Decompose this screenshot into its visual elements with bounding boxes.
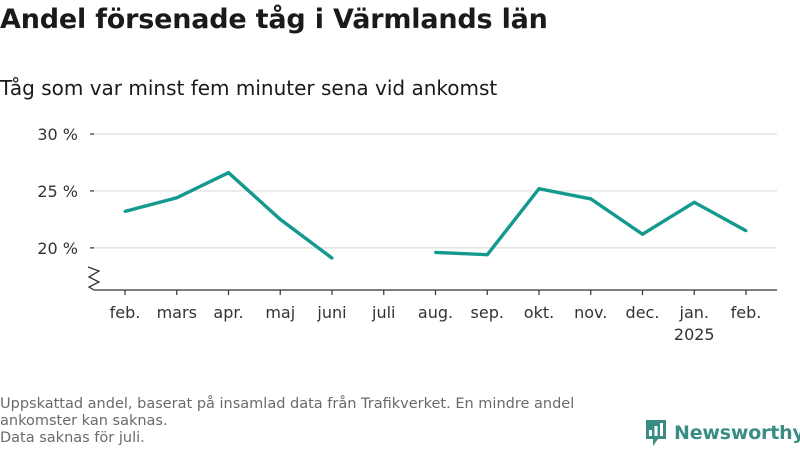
data-point-12 [744, 229, 748, 233]
data-point-1 [175, 196, 179, 200]
x-tick-label-7: sep. [471, 303, 504, 322]
data-point-0 [123, 209, 127, 213]
y-tick-label-25: 25 % [37, 182, 78, 201]
chart-subtitle: Tåg som var minst fem minuter sena vid a… [0, 76, 498, 100]
brand-name: Newsworthy [674, 422, 800, 444]
newsworthy-logo-icon [646, 420, 666, 446]
x-tick-label-6: aug. [418, 303, 453, 322]
gridlines [94, 133, 777, 249]
line-chart: 20 % 25 % 30 % feb. mars apr. maj juni juli aug.… [37, 125, 777, 344]
data-point-11 [692, 200, 696, 204]
y-axis: 20 % 25 % 30 % [37, 125, 101, 291]
data-point-6 [434, 250, 437, 254]
data-point-2 [227, 171, 230, 175]
data-point-10 [641, 232, 644, 236]
data-point-3 [278, 217, 282, 221]
series-lines [123, 170, 748, 260]
data-point-4 [330, 256, 334, 260]
chart-title: Andel försenade tåg i Värmlands län [0, 4, 548, 35]
x-tick-label-0: feb. [110, 303, 141, 322]
footer-source-note: Uppskattad andel, baserat på insamlad da… [0, 396, 575, 429]
brand-logo: Newsworthy [644, 418, 800, 448]
data-point-7 [485, 253, 489, 257]
x-tick-label-11: jan. [679, 303, 709, 322]
x-tick-label-5: juli [371, 303, 395, 322]
x-axis: feb. mars apr. maj juni juli aug. sep. okt. nov. d… [94, 289, 777, 344]
x-tick-label-1: mars [157, 303, 197, 322]
footer-missing-note: Data saknas för juli. [0, 430, 145, 446]
x-tick-label-8: okt. [524, 303, 554, 322]
x-tick-label-3: maj [265, 303, 295, 322]
data-point-8 [537, 187, 541, 191]
x-tick-label-10: dec. [626, 303, 660, 322]
x-tick-label-4: juni [316, 303, 346, 322]
x-tick-label-2: apr. [213, 303, 243, 322]
y-tick-label-20: 20 % [37, 239, 78, 258]
axis-break-symbol [87, 266, 101, 291]
series-line-segment-0 [124, 170, 334, 260]
x-tick-label-9: nov. [574, 303, 607, 322]
data-point-9 [589, 197, 593, 201]
y-tick-label-30: 30 % [37, 125, 78, 144]
x-tick-label-12: feb. [731, 303, 762, 322]
x-year-label: 2025 [674, 325, 715, 344]
chart-footer: Uppskattad andel, baserat på insamlad da… [0, 396, 640, 447]
